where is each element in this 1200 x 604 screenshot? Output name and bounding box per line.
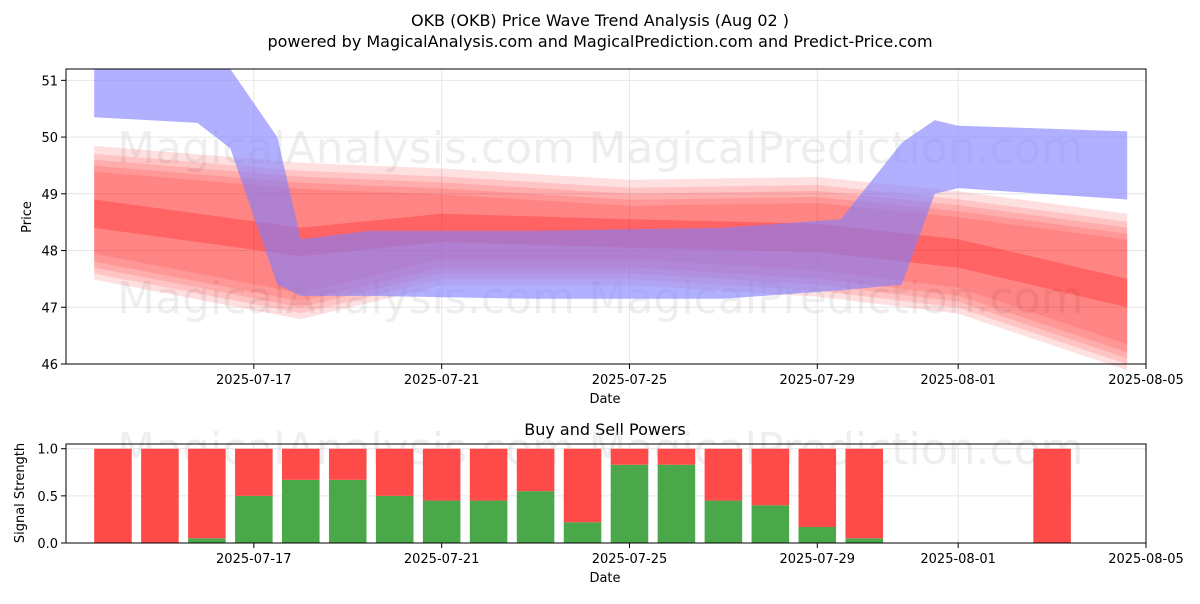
price-x-ticks: 2025-07-17 2025-07-21 2025-07-25 2025-07-29… <box>216 364 1184 388</box>
buy-power-bar <box>188 538 226 543</box>
price-y-tick-label: 46 <box>41 358 58 373</box>
price-x-tick-label: 2025-07-29 <box>780 373 856 388</box>
power-x-tick-label: 2025-07-17 <box>216 552 292 567</box>
buy-power-bar <box>469 500 508 543</box>
power-y-ticks: 0.0 0.5 1.0 <box>37 443 66 552</box>
price-y-tick-label: 50 <box>41 131 58 146</box>
buy-power-bar <box>516 491 555 543</box>
sell-power-bar <box>798 448 837 527</box>
power-x-ticks: 2025-07-17 2025-07-21 2025-07-25 2025-07-29… <box>216 543 1184 567</box>
price-x-tick-label: 2025-08-01 <box>920 373 996 388</box>
buy-power-bar <box>704 500 743 543</box>
sell-power-bar <box>328 448 367 480</box>
price-x-tick-label: 2025-07-17 <box>216 373 292 388</box>
power-y-label: Signal Strength <box>13 443 28 543</box>
power-y-tick-label: 1.0 <box>37 443 58 458</box>
blue-wave-band <box>94 69 1128 299</box>
price-y-label: Price <box>20 201 35 233</box>
sell-power-bar <box>94 448 132 543</box>
sell-power-bar <box>375 448 414 496</box>
price-x-tick-label: 2025-07-21 <box>404 373 480 388</box>
sell-power-bar <box>657 448 696 465</box>
buy-power-bar <box>798 526 837 543</box>
sell-power-bar <box>563 448 602 523</box>
power-plot-frame <box>65 443 1147 544</box>
buy-power-bar <box>422 500 461 543</box>
buy-power-bar <box>563 522 602 543</box>
price-y-tick-label: 47 <box>41 301 58 316</box>
buy-power-bar <box>751 505 790 543</box>
buy-power-bar <box>328 479 367 543</box>
price-x-tick-label: 2025-07-25 <box>592 373 668 388</box>
power-y-tick-label: 0.5 <box>37 490 58 505</box>
price-x-label: Date <box>589 392 620 407</box>
sell-power-bar <box>610 448 649 465</box>
power-x-tick-label: 2025-07-21 <box>404 552 480 567</box>
price-y-tick-label: 48 <box>41 245 58 260</box>
sell-power-bar <box>845 448 884 539</box>
power-y-tick-label: 0.0 <box>37 537 58 552</box>
price-y-ticks: 46 47 48 49 50 51 <box>41 74 66 373</box>
buy-power-bar <box>610 464 649 543</box>
price-y-tick-label: 49 <box>41 188 58 203</box>
watermark-analysis-top: MagicalAnalysis.com <box>117 123 575 174</box>
chart-subtitle: powered by MagicalAnalysis.com and Magic… <box>267 32 932 51</box>
sell-power-bar <box>422 448 461 501</box>
power-bars <box>94 448 1071 543</box>
power-x-tick-label: 2025-08-01 <box>920 552 996 567</box>
buy-power-bar <box>657 464 696 543</box>
sell-power-bar <box>188 448 226 539</box>
sell-power-bar <box>704 448 743 501</box>
price-plot-frame <box>65 68 1147 365</box>
buy-power-bar <box>375 495 414 543</box>
sell-power-bar <box>516 448 555 492</box>
sell-power-bar <box>235 448 273 496</box>
power-title: Buy and Sell Powers <box>524 420 686 439</box>
power-x-label: Date <box>589 571 620 586</box>
buy-power-bar <box>282 479 320 543</box>
price-x-tick-label: 2025-08-05 <box>1108 373 1184 388</box>
sell-power-bar <box>282 448 320 480</box>
sell-power-bar <box>751 448 790 506</box>
power-x-tick-label: 2025-07-25 <box>592 552 668 567</box>
buy-power-bar <box>235 495 273 543</box>
sell-power-bar <box>469 448 508 501</box>
sell-power-bar <box>1033 448 1071 543</box>
power-panel: Buy and Sell Powers MagicalAnalysis.com … <box>13 420 1184 586</box>
buy-power-bar <box>845 538 884 543</box>
price-panel: MagicalAnalysis.com MagicalPrediction.co… <box>20 68 1184 407</box>
price-y-tick-label: 51 <box>41 74 58 89</box>
red-wave-core <box>94 199 1128 308</box>
sell-power-bar <box>141 448 179 543</box>
price-bands <box>94 69 1128 371</box>
power-x-tick-label: 2025-08-05 <box>1108 552 1184 567</box>
power-x-tick-label: 2025-07-29 <box>780 552 856 567</box>
chart-title: OKB (OKB) Price Wave Trend Analysis (Aug… <box>411 11 789 30</box>
